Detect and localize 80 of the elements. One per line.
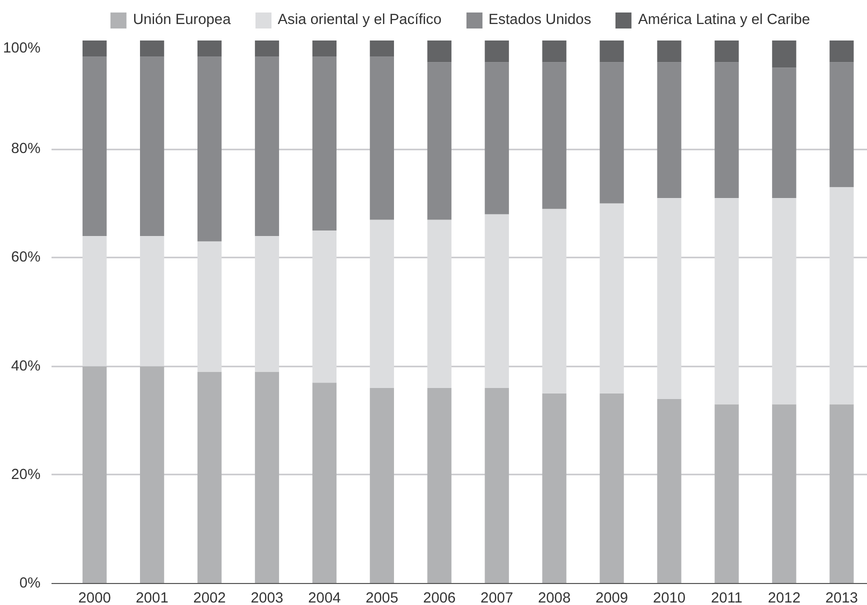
bar <box>772 40 796 68</box>
bar <box>714 404 739 584</box>
y-tick-label: 60% <box>11 250 41 266</box>
bar <box>484 214 509 388</box>
bar <box>82 40 107 57</box>
bar <box>197 241 222 372</box>
bar <box>82 366 107 584</box>
bar <box>82 56 107 236</box>
bar <box>140 40 164 57</box>
bar <box>657 398 682 584</box>
legend-label: Estados Unidos <box>488 12 592 28</box>
bar <box>312 382 337 584</box>
bar <box>600 40 624 62</box>
bar <box>830 404 854 584</box>
bar <box>830 62 854 188</box>
y-tick-label: 20% <box>11 466 41 483</box>
x-tick-label: 2011 <box>710 590 742 605</box>
bar <box>657 62 682 198</box>
bar <box>830 40 854 62</box>
bar <box>370 220 394 388</box>
bar <box>312 40 337 57</box>
bar <box>600 62 624 204</box>
y-tick-label: 80% <box>11 141 41 158</box>
bar <box>197 40 222 57</box>
bar <box>312 56 337 231</box>
bar <box>657 40 682 62</box>
bar <box>197 56 222 242</box>
x-tick-label: 2008 <box>538 590 571 605</box>
x-tick-label: 2003 <box>250 590 284 605</box>
x-tick-label: 2000 <box>78 590 111 605</box>
bar <box>600 393 624 584</box>
x-tick-label: 2010 <box>652 590 686 605</box>
bar <box>140 366 164 584</box>
bar <box>772 404 796 584</box>
x-tick-label: 2012 <box>768 590 800 605</box>
bar <box>772 68 796 198</box>
legend-label: América Latina y el Caribe <box>638 12 810 28</box>
bar <box>772 198 796 404</box>
x-tick-label: 2006 <box>423 590 456 605</box>
bar <box>254 56 280 236</box>
bar <box>714 40 739 62</box>
bar <box>542 208 566 394</box>
bar <box>484 62 509 214</box>
x-tick-label: 2007 <box>480 590 514 605</box>
bar <box>714 198 739 404</box>
bar <box>370 40 394 57</box>
x-tick-label: 2001 <box>136 590 168 605</box>
bar <box>140 236 164 366</box>
bar <box>370 56 394 220</box>
bar <box>542 40 566 62</box>
bar <box>197 372 222 584</box>
bar <box>484 40 509 62</box>
legend-label: Asia oriental y el Pacífico <box>278 12 442 28</box>
bar <box>254 40 280 57</box>
bar <box>427 220 452 388</box>
bar <box>140 56 164 236</box>
bar <box>600 203 624 394</box>
y-tick-label: 100% <box>3 40 41 56</box>
bar <box>657 198 682 399</box>
x-tick-label: 2013 <box>825 590 858 605</box>
bar <box>542 393 566 584</box>
bar <box>370 388 394 584</box>
x-tick-label: 2009 <box>595 590 628 605</box>
bar <box>714 62 739 198</box>
bar <box>254 372 280 584</box>
y-tick-label: 40% <box>11 358 41 374</box>
y-tick-label: 0% <box>19 576 41 592</box>
bar <box>427 388 452 584</box>
bar <box>312 230 337 383</box>
bar <box>254 236 280 372</box>
bar <box>82 236 107 366</box>
x-tick-label: 2004 <box>308 590 341 605</box>
bar <box>830 187 854 404</box>
legend-label: Unión Europea <box>132 12 231 28</box>
bar <box>542 62 566 209</box>
x-tick-label: 2005 <box>366 590 398 605</box>
x-tick-label: 2002 <box>193 590 226 605</box>
bar <box>427 40 452 62</box>
bar <box>427 62 452 220</box>
bar <box>484 388 509 584</box>
